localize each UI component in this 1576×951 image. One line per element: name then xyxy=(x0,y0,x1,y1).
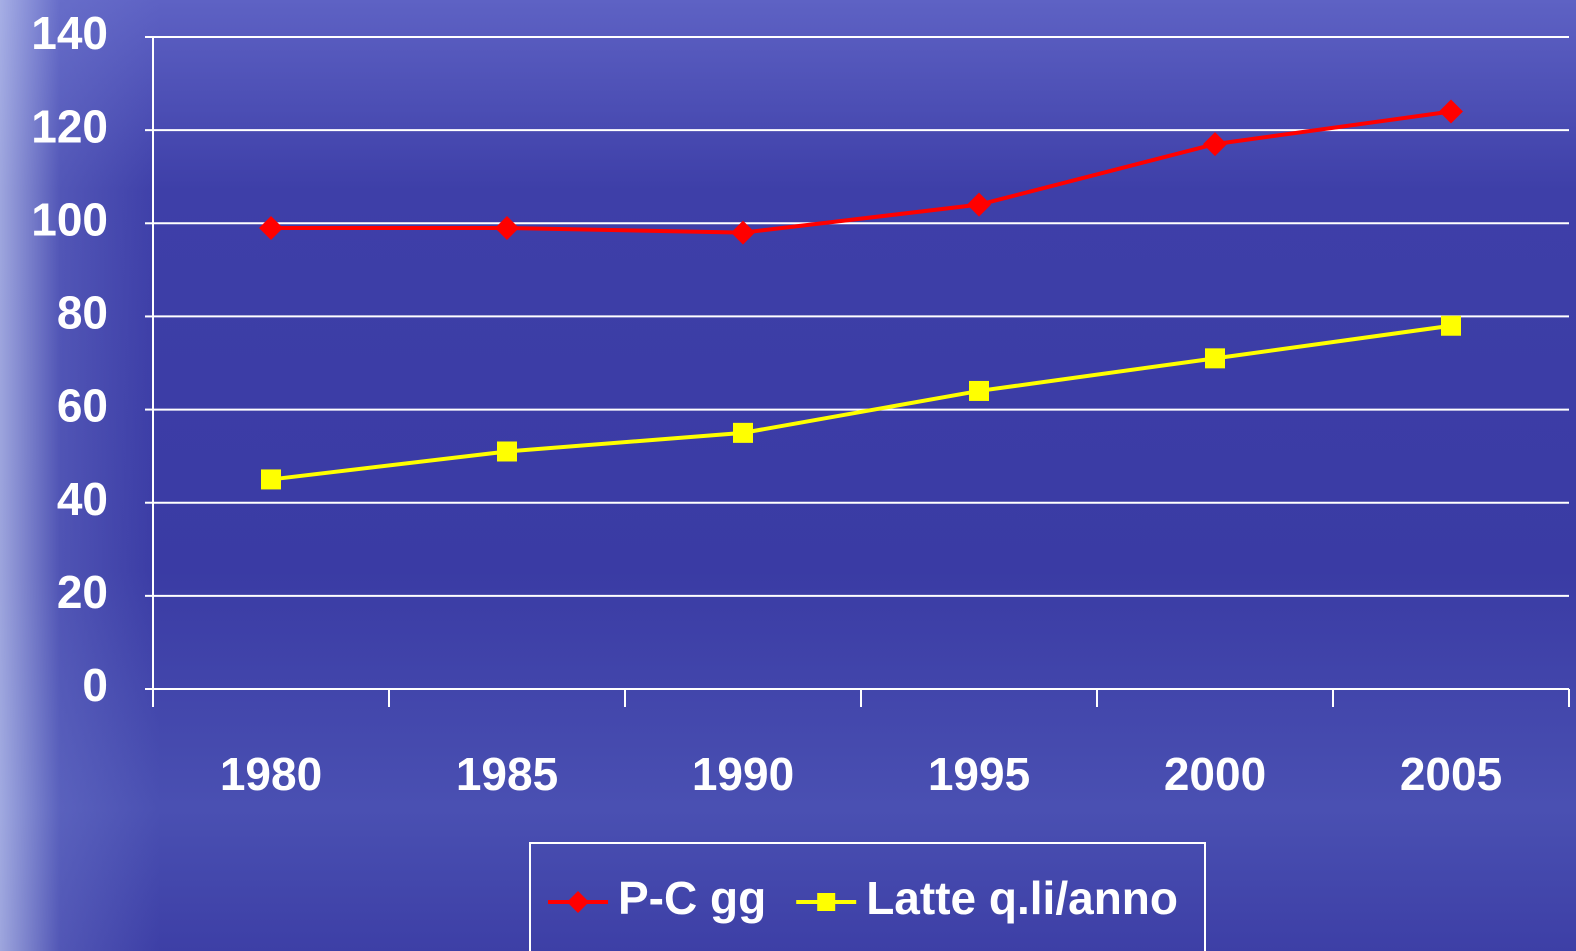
data-point xyxy=(495,215,519,240)
data-point xyxy=(967,192,991,217)
y-tick-label: 140 xyxy=(31,7,108,59)
y-tick-label: 0 xyxy=(82,659,108,711)
x-tick-label: 2005 xyxy=(1400,748,1502,800)
y-tick-label: 80 xyxy=(57,287,108,339)
data-point xyxy=(497,441,517,462)
y-tick-label: 60 xyxy=(57,380,108,432)
series-line xyxy=(271,109,1452,235)
legend-box xyxy=(529,842,1206,951)
data-point xyxy=(1203,132,1227,157)
y-tick-label: 120 xyxy=(31,100,108,152)
x-tick-label: 1995 xyxy=(928,748,1030,800)
y-tick-label: 20 xyxy=(57,566,108,618)
x-tick-label: 1985 xyxy=(456,748,558,800)
legend-marker xyxy=(567,891,589,913)
data-point xyxy=(1439,99,1463,124)
y-tick-label: 40 xyxy=(57,473,108,525)
x-tick-label: 1990 xyxy=(692,748,794,800)
legend-label: Latte q.li/anno xyxy=(866,872,1178,924)
data-point xyxy=(1441,315,1461,336)
legend-marker xyxy=(817,893,836,911)
x-tick-label: 2000 xyxy=(1164,748,1266,800)
data-point xyxy=(733,422,753,443)
legend-label: P-C gg xyxy=(618,872,766,924)
y-tick-label: 100 xyxy=(31,193,108,245)
series-line xyxy=(270,323,1452,482)
x-tick-label: 1980 xyxy=(220,748,322,800)
data-point xyxy=(731,220,755,245)
data-point xyxy=(261,469,281,490)
data-point xyxy=(969,380,989,401)
data-point xyxy=(259,215,283,240)
data-point xyxy=(1205,348,1225,369)
